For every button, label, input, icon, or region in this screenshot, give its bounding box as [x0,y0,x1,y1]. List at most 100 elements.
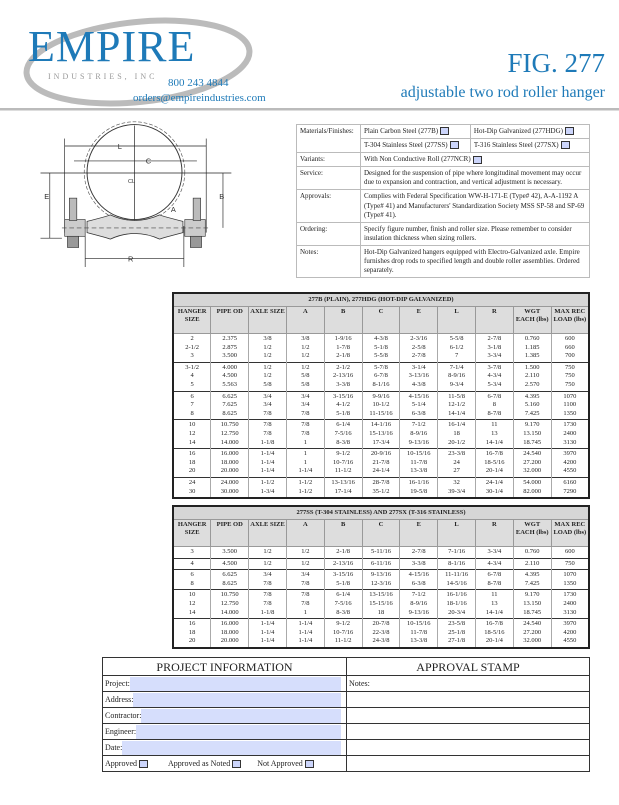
table-cell: 20-1/4 [475,467,514,478]
material-option-277sx[interactable]: T-316 Stainless Steel (277SX) [469,138,591,154]
notes-label: Notes: [349,678,370,688]
material-option-277hdg[interactable]: Hot-Dip Galvanized (277HDG) [469,123,591,140]
field-input[interactable] [141,708,342,723]
table-row: 5 5.563 5/8 5/8 3-3/8 8-1/16 4-3/8 9-3/4 5-3/4 2.… [172,380,590,392]
table-cell: 24.540 [512,618,552,629]
column-header: HANGER SIZE [172,519,212,548]
column-header: HANGER SIZE [172,306,212,334]
column-header: AXLE SIZE [248,306,287,334]
table-cell: 35-1/2 [361,487,401,499]
field-input[interactable] [129,676,341,691]
table-cell: 24-1/4 [361,467,401,478]
phone-number: 800 243 4844 [168,77,229,89]
notes-line[interactable] [346,691,590,709]
table-cell: 18 [361,608,401,619]
table-title: 277B (PLAIN), 277HDG (HOT-DIP GALVANIZED… [172,292,590,307]
table-cell: 14-1/4 [475,438,514,449]
table-cell: 1/2 [248,361,287,373]
table-cell: 7/8 [248,579,287,590]
table-cell: 3-3/8 [399,557,439,570]
table-cell: 1-1/4 [285,628,325,638]
table-cell: 1-7/8 [323,343,363,353]
option-label: Hot-Dip Galvanized (277HDG) [473,127,563,135]
notes-line[interactable] [346,707,590,725]
column-header: B [323,519,363,548]
table-cell: 24.000 [210,476,250,488]
checkbox[interactable] [564,127,574,136]
table-cell: 13-15/16 [361,589,401,601]
table-cell: 7/8 [285,419,325,430]
table-cell: 1-1/4 [285,467,325,478]
table-cell: 18-5/16 [475,458,514,468]
table-cell: 27-1/8 [437,637,476,649]
table-cell: 1-1/8 [248,438,287,449]
table-cell: 8-1/16 [437,557,476,570]
notes-line[interactable] [346,723,590,741]
table-cell: 11-1/2 [323,637,363,649]
notes-line[interactable]: Notes: [346,675,590,693]
field-input[interactable] [133,692,342,707]
checkbox[interactable] [449,141,459,150]
table-cell: 20 [172,637,212,649]
approved-as-noted-checkbox[interactable] [232,759,242,768]
table-cell: 16-1/4 [437,419,476,430]
table-cell: 54.000 [512,476,552,488]
table-cell: 1/2 [285,557,325,570]
table-cell: 5-3/4 [475,380,514,392]
not-approved-checkbox[interactable] [304,759,314,768]
table-row: 20 20.000 1-1/4 1-1/4 11-1/2 24-1/4 13-3/8 27 20… [172,467,590,478]
option-label: T-304 Stainless Steel (277SS) [364,141,448,150]
table-cell: 1 [285,458,325,468]
table-row: 8 8.625 7/8 7/8 5-1/8 11-15/16 6-3/8 14-1/4 8-7/… [172,409,590,420]
project-info-title: PROJECT INFORMATION [102,657,347,677]
field-label: Address: [105,694,134,704]
table-row: 4 4.500 1/2 1/2 2-13/16 6-11/16 3-3/8 8-1/16 4-3… [172,557,590,570]
material-option-277b[interactable]: Plain Carbon Steel (277B) [360,123,471,140]
material-option-277ss[interactable]: T-304 Stainless Steel (277SS) [360,138,471,154]
notes-line[interactable] [346,755,590,773]
approved-checkbox[interactable] [139,759,148,768]
field-input[interactable] [136,724,342,739]
option-label: With Non Conductive Roll (277NCR) [364,155,471,164]
table-cell: 5.563 [210,380,250,392]
table-cell: 13 [475,600,514,609]
table-cell: 600 [550,546,590,559]
table-cell: 6 [172,569,212,580]
field-label: Engineer: [105,726,137,736]
variant-option-277ncr[interactable]: With Non Conductive Roll (277NCR) [360,152,590,168]
table-cell: 2-1/8 [323,352,363,363]
table-row: 24 24.000 1-1/2 1-1/2 13-13/16 28-7/8 16-1/16 3… [172,476,590,488]
table-cell: 5-1/8 [323,409,363,420]
table-cell: 4-15/16 [399,569,439,580]
table-cell: 7/8 [285,589,325,601]
table-cell: 30-1/4 [475,487,514,499]
notes-line[interactable] [346,739,590,757]
table-cell: 10 [172,589,212,601]
table-cell: 1-1/4 [248,448,287,459]
checkbox[interactable] [472,155,482,164]
table-cell: 11-7/8 [399,628,439,638]
brand-name: EMPIRE [28,22,196,71]
table-cell: 32 [437,476,476,488]
table-cell: 2-1/2 [172,343,212,353]
column-header: MAX REC LOAD (lbs) [550,519,590,548]
table-row: 14 14.000 1-1/8 1 8-3/8 18 9-13/16 20-3/4 14-1/4… [172,608,590,619]
field-input[interactable] [122,740,342,755]
email-link[interactable]: orders@empireindustries.com [133,92,266,104]
table-cell: 1.385 [512,352,552,363]
table-cell: 15-15/16 [361,600,401,609]
table-cell: 1/2 [248,557,287,570]
checkbox[interactable] [440,127,450,136]
approvals-text: Complies with Federal Specification WW-H… [360,189,590,223]
table-cell: 4550 [550,467,590,478]
column-header: PIPE OD [210,306,250,334]
column-header: R [475,519,514,548]
table-cell: 16.000 [210,448,250,459]
checkbox[interactable] [560,141,570,150]
table-cell: 11-15/16 [361,409,401,420]
dim-label-r: R [128,254,134,263]
table-cell: 5 [172,380,212,392]
table-cell: 12 [172,600,212,609]
table-cell: 27 [437,467,476,478]
table-cell: 1-9/16 [323,332,363,344]
